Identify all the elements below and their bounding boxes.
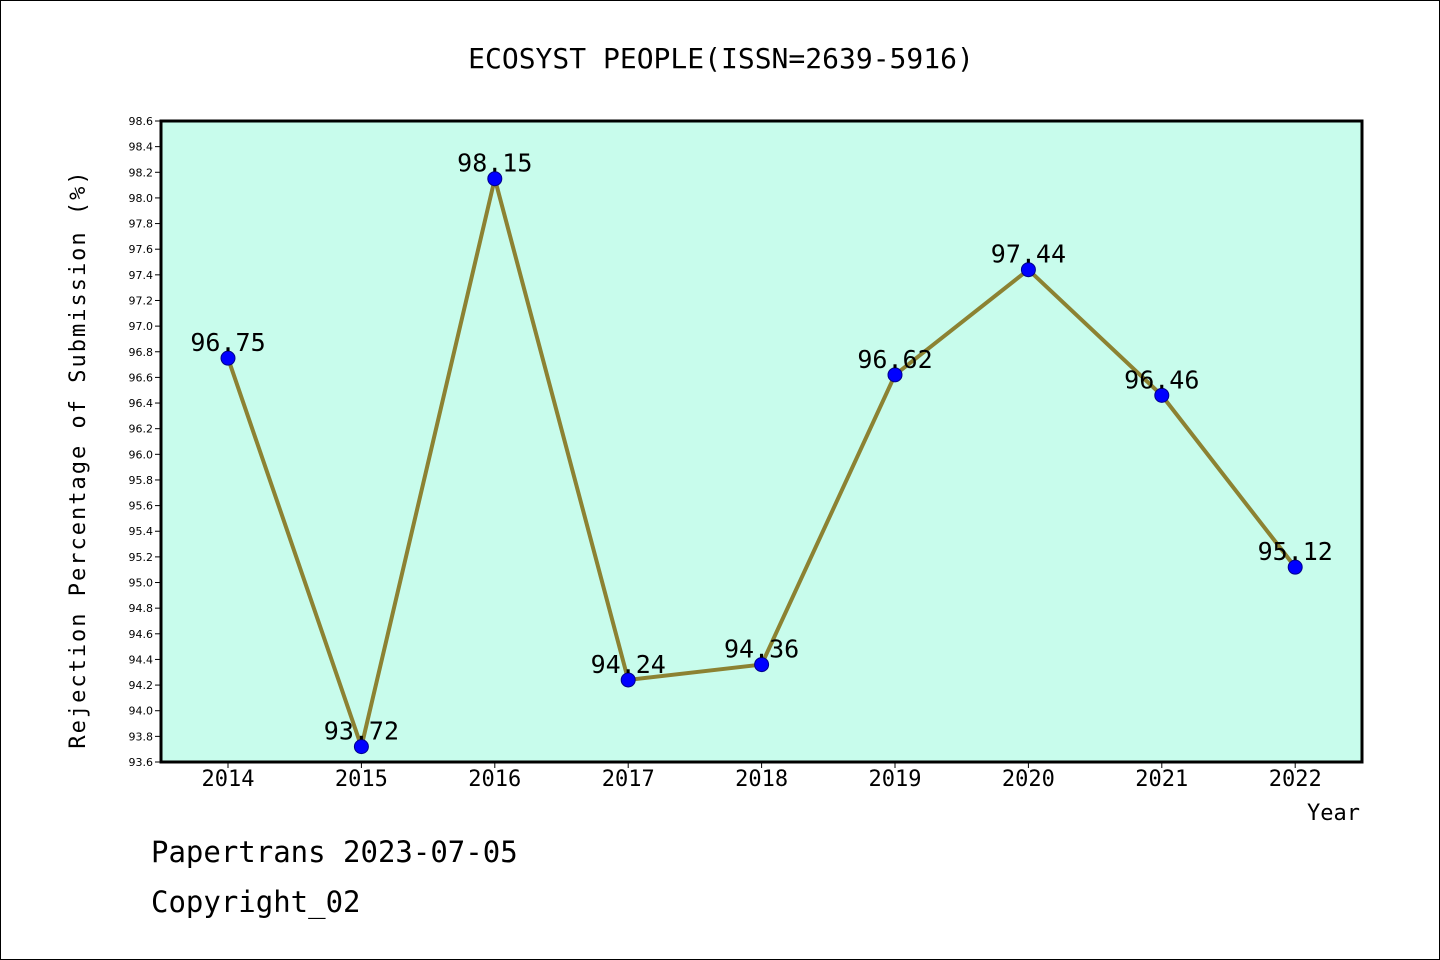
data-label: 96.62 — [857, 345, 932, 374]
y-tick-label: 95.8 — [129, 474, 154, 487]
data-label: 94.36 — [724, 635, 799, 664]
data-point — [1154, 387, 1170, 403]
data-label: 97.44 — [991, 240, 1066, 269]
y-tick-label: 98.4 — [129, 141, 154, 154]
data-label: 96.46 — [1124, 365, 1199, 394]
y-tick-label: 98.6 — [129, 115, 154, 128]
data-points-group — [220, 171, 1303, 755]
data-label: 93.72 — [324, 717, 399, 746]
y-tick-label: 96.0 — [129, 448, 154, 461]
data-point — [353, 739, 369, 755]
data-point — [1287, 559, 1303, 575]
footer-copyright-line: Copyright_02 — [151, 885, 361, 919]
data-label: 98.15 — [457, 149, 532, 178]
y-tick-label: 95.2 — [129, 551, 154, 564]
y-tick-label: 96.6 — [129, 371, 154, 384]
data-point — [754, 657, 770, 673]
data-point — [620, 672, 636, 688]
y-tick-label: 94.2 — [129, 679, 154, 692]
data-label: 94.24 — [591, 650, 666, 679]
y-tick-label: 94.8 — [129, 602, 154, 615]
plot-area — [159, 119, 1364, 764]
x-tick-label: 2015 — [335, 767, 388, 792]
y-tick-label: 97.0 — [129, 320, 154, 333]
y-tick-label: 95.6 — [129, 500, 154, 513]
data-point — [487, 171, 503, 187]
y-tick-label: 95.0 — [129, 577, 154, 590]
data-label: 95.12 — [1258, 537, 1333, 566]
y-tick-label: 96.4 — [129, 397, 154, 410]
x-tick-label: 2022 — [1269, 767, 1322, 792]
data-labels-group: 96.75 93.72 98.15 94.24 94.36 96.62 97.44 96.46… — [190, 149, 1332, 746]
data-point — [1020, 262, 1036, 278]
y-tick-label: 94.0 — [129, 705, 154, 718]
x-tick-label: 2016 — [468, 767, 521, 792]
data-point — [220, 350, 236, 366]
footer-date-line: Papertrans 2023-07-05 — [151, 835, 518, 869]
y-tick-label: 97.4 — [129, 269, 154, 282]
y-tick-label: 98.2 — [129, 166, 154, 179]
data-point — [887, 367, 903, 383]
x-tick-label: 2020 — [1002, 767, 1055, 792]
x-axis-label: Year — [1307, 801, 1360, 826]
x-tick-label: 2017 — [602, 767, 655, 792]
y-tick-label: 94.4 — [129, 653, 154, 666]
x-axis: 2014 2015 2016 2017 2018 2019 2020 2021 2022 — [202, 762, 1322, 792]
y-tick-label: 93.8 — [129, 730, 154, 743]
y-tick-label: 97.8 — [129, 218, 154, 231]
y-tick-label: 96.2 — [129, 423, 154, 436]
y-tick-label: 96.8 — [129, 346, 154, 359]
x-tick-label: 2014 — [202, 767, 255, 792]
x-tick-label: 2021 — [1135, 767, 1188, 792]
y-axis-label: Rejection Percentage of Submission (%) — [66, 169, 91, 748]
x-tick-label: 2019 — [869, 767, 922, 792]
data-label: 96.75 — [190, 328, 265, 357]
y-tick-label: 97.6 — [129, 243, 154, 256]
y-tick-label: 94.6 — [129, 628, 154, 641]
y-tick-label: 95.4 — [129, 525, 154, 538]
y-tick-label: 98.0 — [129, 192, 154, 205]
chart-title: ECOSYST PEOPLE(ISSN=2639-5916) — [468, 42, 974, 75]
y-tick-label: 93.6 — [129, 756, 154, 769]
y-tick-label: 97.2 — [129, 294, 154, 307]
y-axis: 93.6 93.8 94.0 94.2 94.4 94.6 94.8 95.0 95.2 95.4… — [129, 115, 161, 769]
x-tick-label: 2018 — [735, 767, 788, 792]
